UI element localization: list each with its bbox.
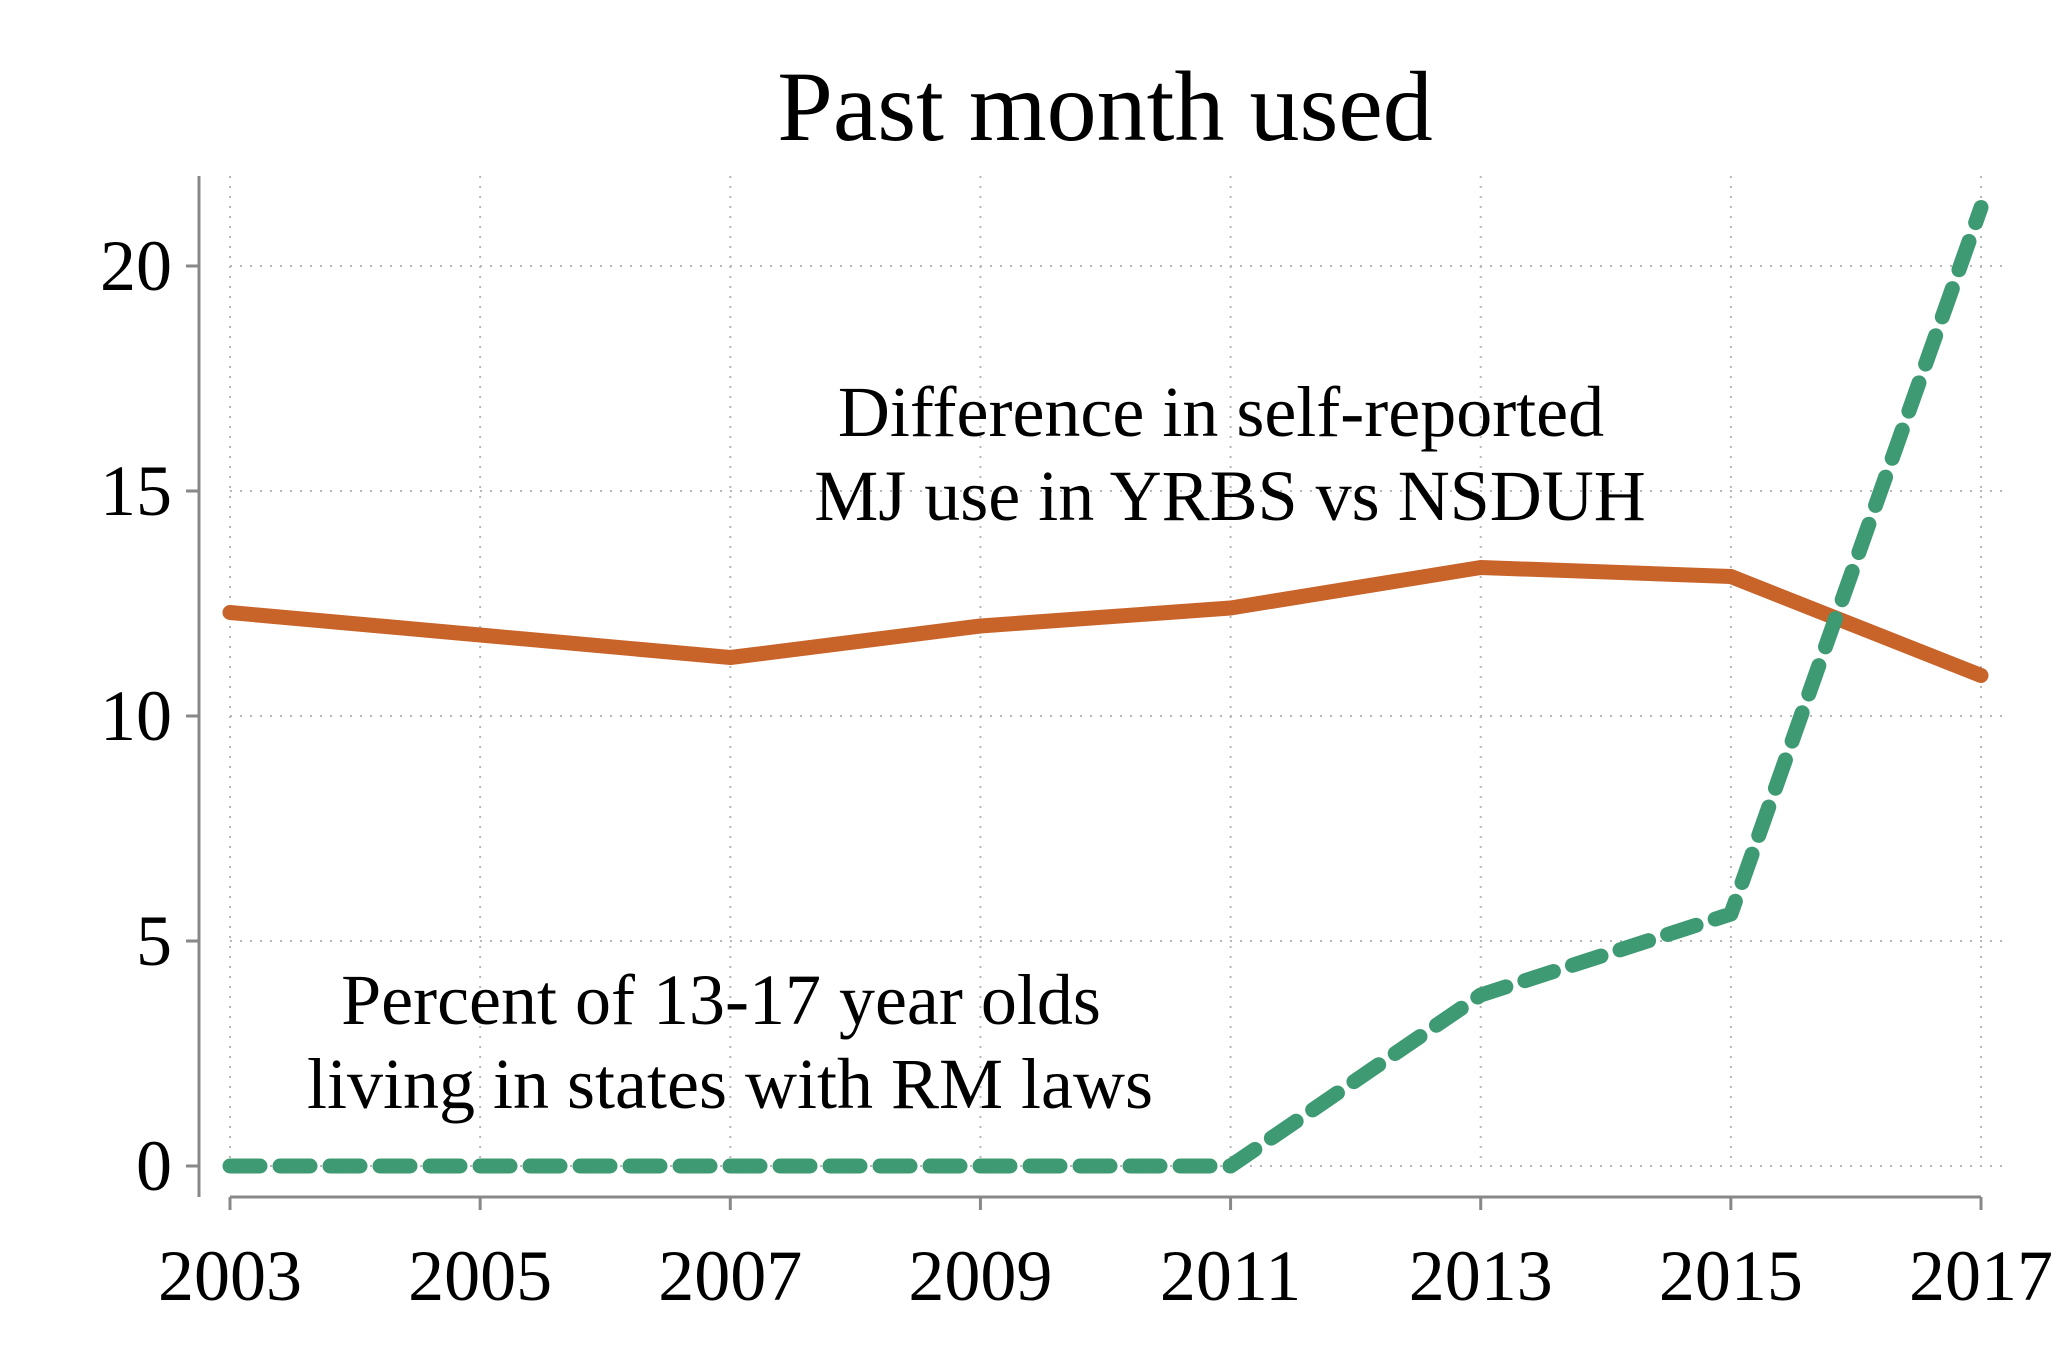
x-tick-label: 2011 — [1160, 1236, 1301, 1316]
y-tick-label: 5 — [136, 901, 172, 981]
y-tick-label: 10 — [100, 676, 172, 756]
annotation-difference: Difference in self-reported MJ use in YR… — [814, 372, 1645, 536]
x-tick-label: 2003 — [158, 1236, 302, 1316]
annotation-percent-line-1: Percent of 13-17 year olds — [341, 960, 1101, 1040]
x-tick-label: 2017 — [1909, 1236, 2053, 1316]
x-tick-label: 2007 — [658, 1236, 802, 1316]
x-tick-label: 2005 — [408, 1236, 552, 1316]
x-tick-label: 2013 — [1409, 1236, 1553, 1316]
series-lines — [222, 200, 1989, 1174]
series-line-2 — [222, 200, 1989, 1174]
annotation-difference-line-2: MJ use in YRBS vs NSDUH — [814, 456, 1645, 536]
x-tick-label: 2009 — [908, 1236, 1052, 1316]
annotation-percent-rm-laws: Percent of 13-17 year olds living in sta… — [307, 960, 1153, 1124]
annotation-percent-line-2: living in states with RM laws — [307, 1044, 1153, 1124]
y-axis-ticks: 0 5 10 15 20 — [100, 226, 199, 1206]
y-tick-label: 15 — [100, 451, 172, 531]
y-tick-label: 20 — [100, 226, 172, 306]
y-tick-label: 0 — [136, 1126, 172, 1206]
series-line-1 — [222, 560, 1989, 683]
chart-title: Past month used — [777, 51, 1433, 162]
annotation-difference-line-1: Difference in self-reported — [838, 372, 1604, 452]
x-axis-ticks: 2003 2005 2007 2009 2011 2013 2015 2017 — [158, 1197, 2053, 1316]
x-tick-label: 2015 — [1659, 1236, 1803, 1316]
